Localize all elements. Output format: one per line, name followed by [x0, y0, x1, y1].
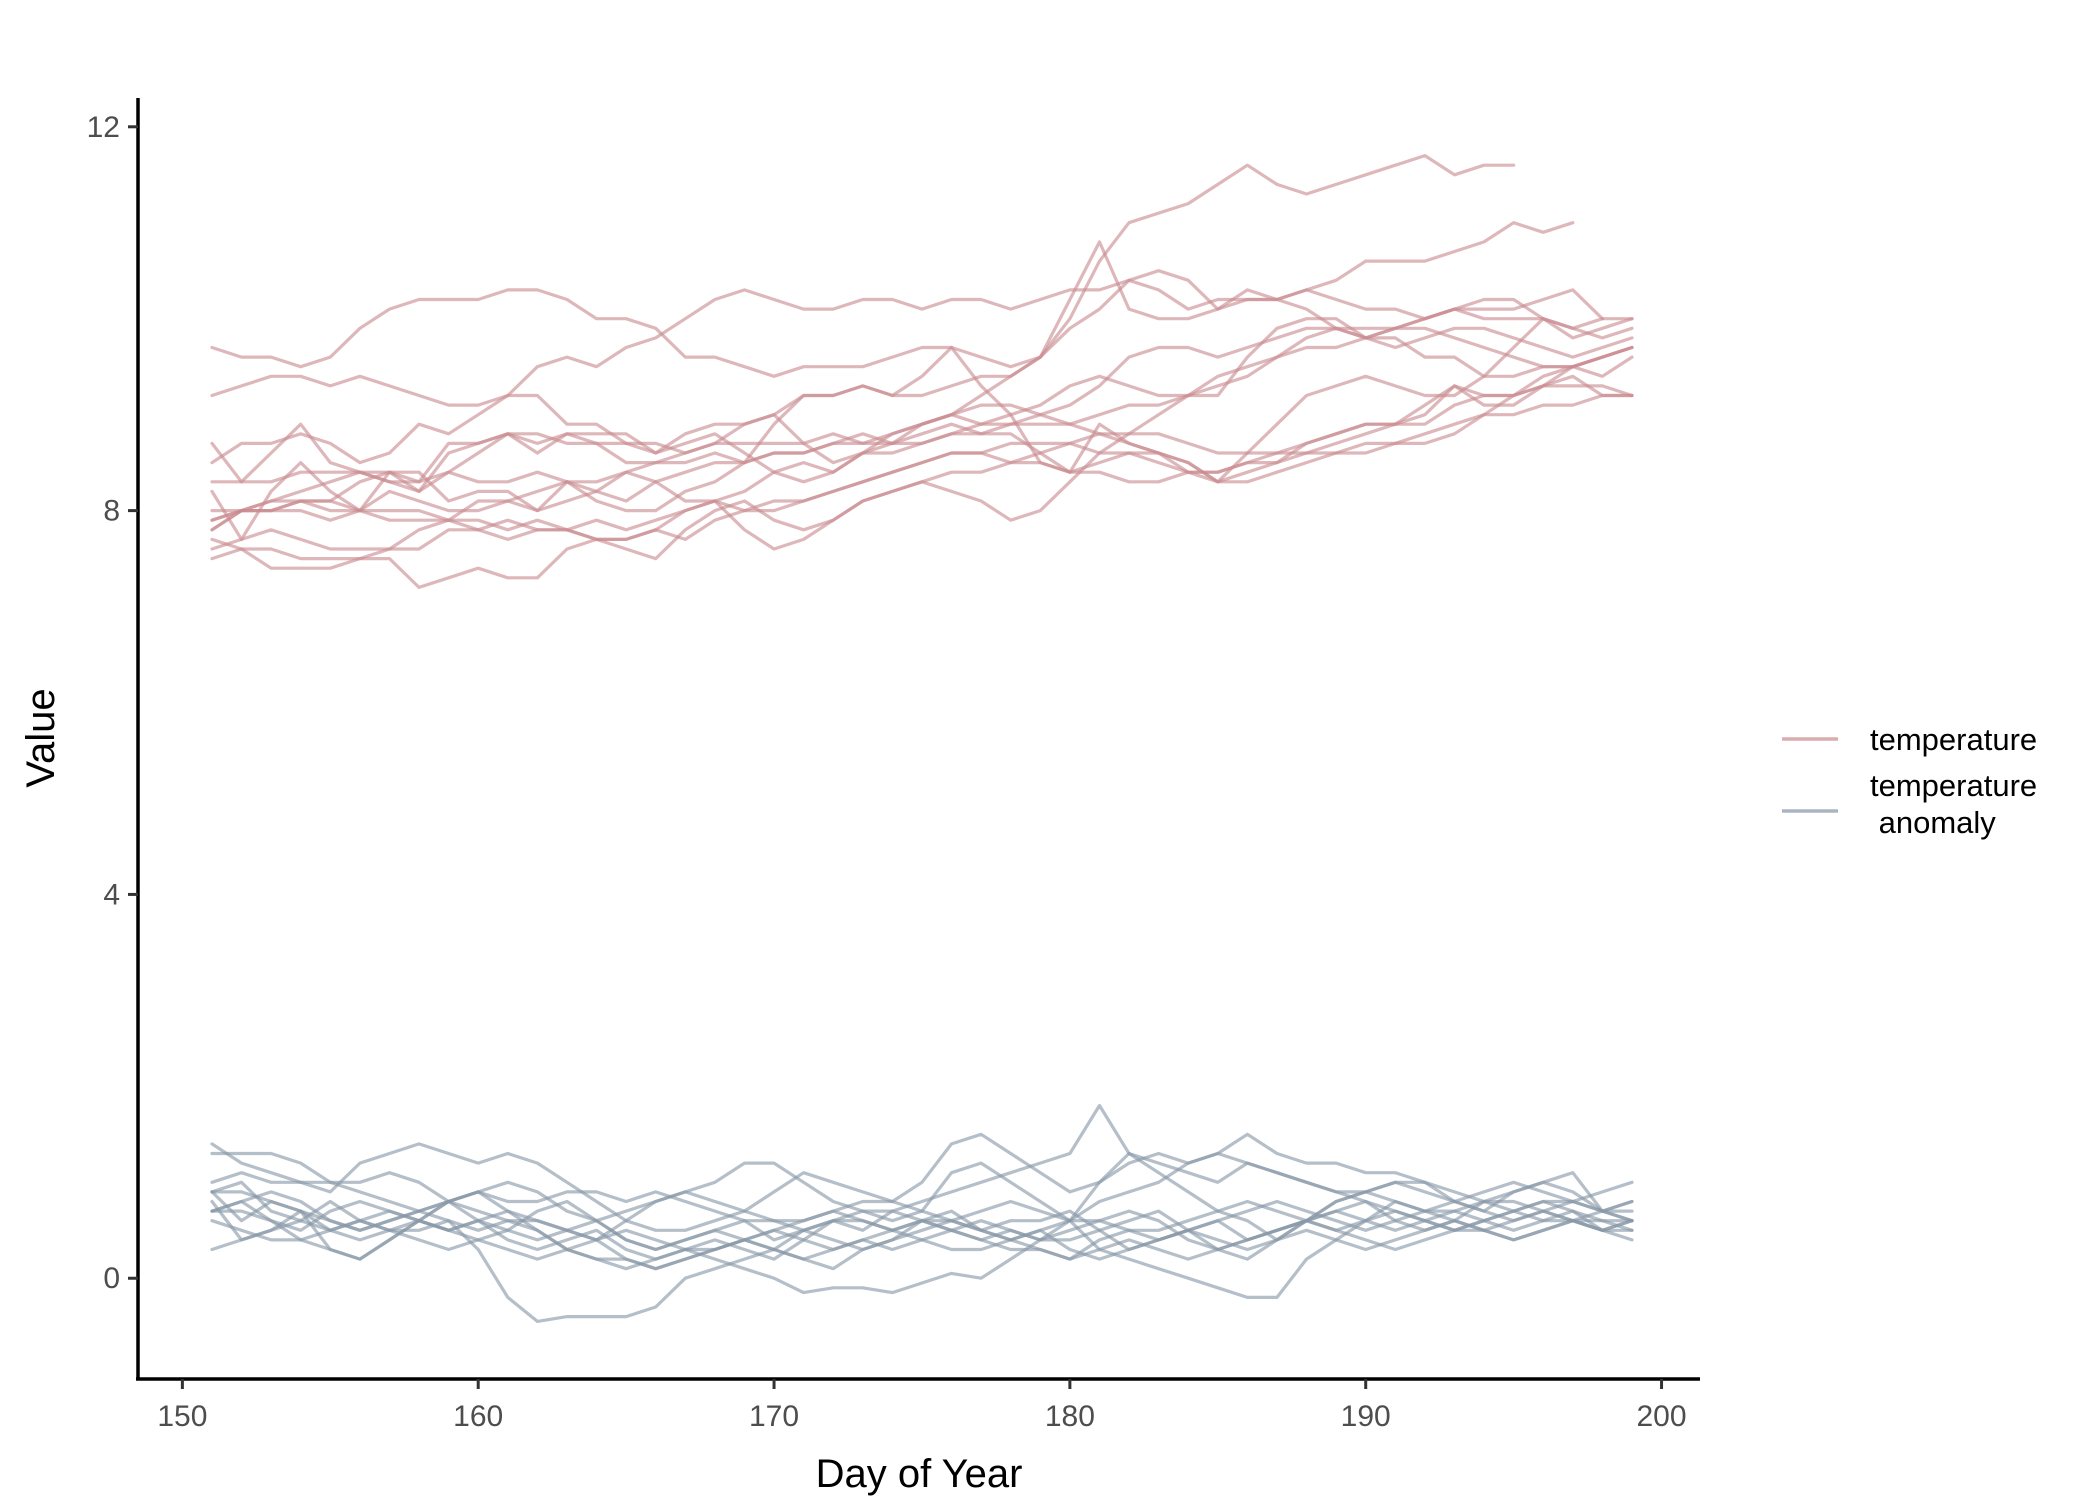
y-tick-label: 4 [103, 878, 120, 911]
series-layer [210, 154, 1634, 1324]
series-line-anomaly-25 [210, 1190, 1634, 1271]
series-line-temperature-5 [210, 317, 1634, 522]
series-line-anomaly-23 [210, 1199, 1634, 1252]
x-axis-ticks: 150 160 170 180 190 200 [157, 1379, 1687, 1433]
series-line-temperature-11 [210, 345, 1634, 590]
y-axis-ticks: 0 4 8 12 [87, 111, 138, 1295]
y-axis-title: Value [19, 688, 63, 787]
series-line-temperature-4 [210, 326, 1634, 465]
series-line-temperature-3 [210, 288, 1634, 484]
series-line-temperature-2 [210, 221, 1575, 407]
y-tick-label: 8 [103, 495, 120, 528]
series-line-temperature-14 [210, 393, 1634, 484]
x-tick-label: 200 [1637, 1400, 1687, 1433]
series-line-temperature-8 [210, 269, 1634, 542]
x-tick-label: 160 [453, 1400, 503, 1433]
legend-label-1: temperature [1870, 722, 2037, 757]
legend-label-2: temperature anomaly [1870, 768, 2037, 840]
series-line-temperature-9 [210, 307, 1605, 532]
series-line-anomaly-19 [210, 1171, 1634, 1324]
series-line-temperature-1 [210, 154, 1516, 378]
x-tick-label: 190 [1341, 1400, 1391, 1433]
legend: temperature temperature anomaly [1782, 722, 2037, 840]
x-axis-title: Day of Year [816, 1452, 1023, 1496]
series-line-anomaly-26 [210, 1180, 1634, 1252]
series-line-temperature-13 [210, 374, 1634, 561]
y-tick-label: 12 [87, 111, 120, 144]
x-tick-label: 170 [749, 1400, 799, 1433]
x-tick-label: 180 [1045, 1400, 1095, 1433]
y-tick-label: 0 [103, 1262, 120, 1295]
x-tick-label: 150 [157, 1400, 207, 1433]
series-line-anomaly-17 [210, 1132, 1634, 1232]
